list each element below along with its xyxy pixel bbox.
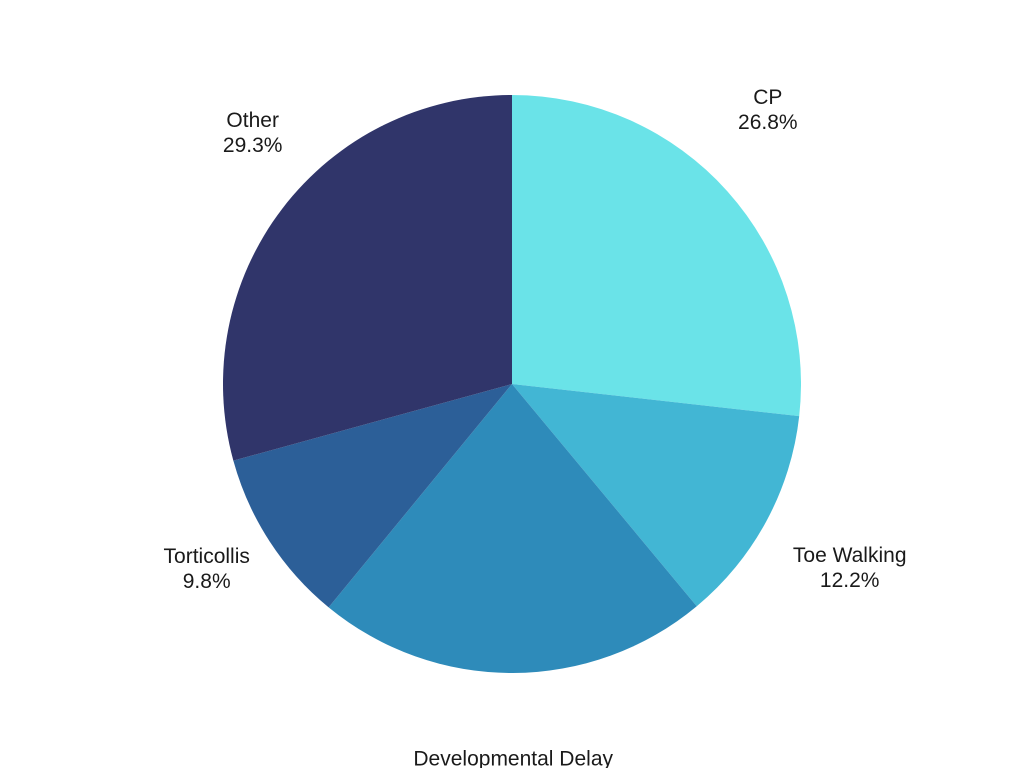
slice-label-toe-walking: Toe Walking [793,544,907,567]
pie-slice-other [222,95,512,461]
slice-value-cp: 26.8% [738,111,798,134]
slice-label-torticollis: Torticollis [164,545,250,568]
slice-label-other: Other [226,109,279,132]
pie-slice-torticollis [233,384,512,608]
slice-value-torticollis: 9.8% [183,570,231,593]
slice-label-developmental-delay: Developmental Delay [413,748,613,768]
slice-value-toe-walking: 12.2% [820,569,880,592]
slice-value-other: 29.3% [223,134,283,157]
pie-slice-toe-walking [512,384,800,607]
pie-slice-developmental-delay [328,384,697,673]
pie-slice-cp [512,95,802,417]
slice-label-cp: CP [753,86,782,109]
